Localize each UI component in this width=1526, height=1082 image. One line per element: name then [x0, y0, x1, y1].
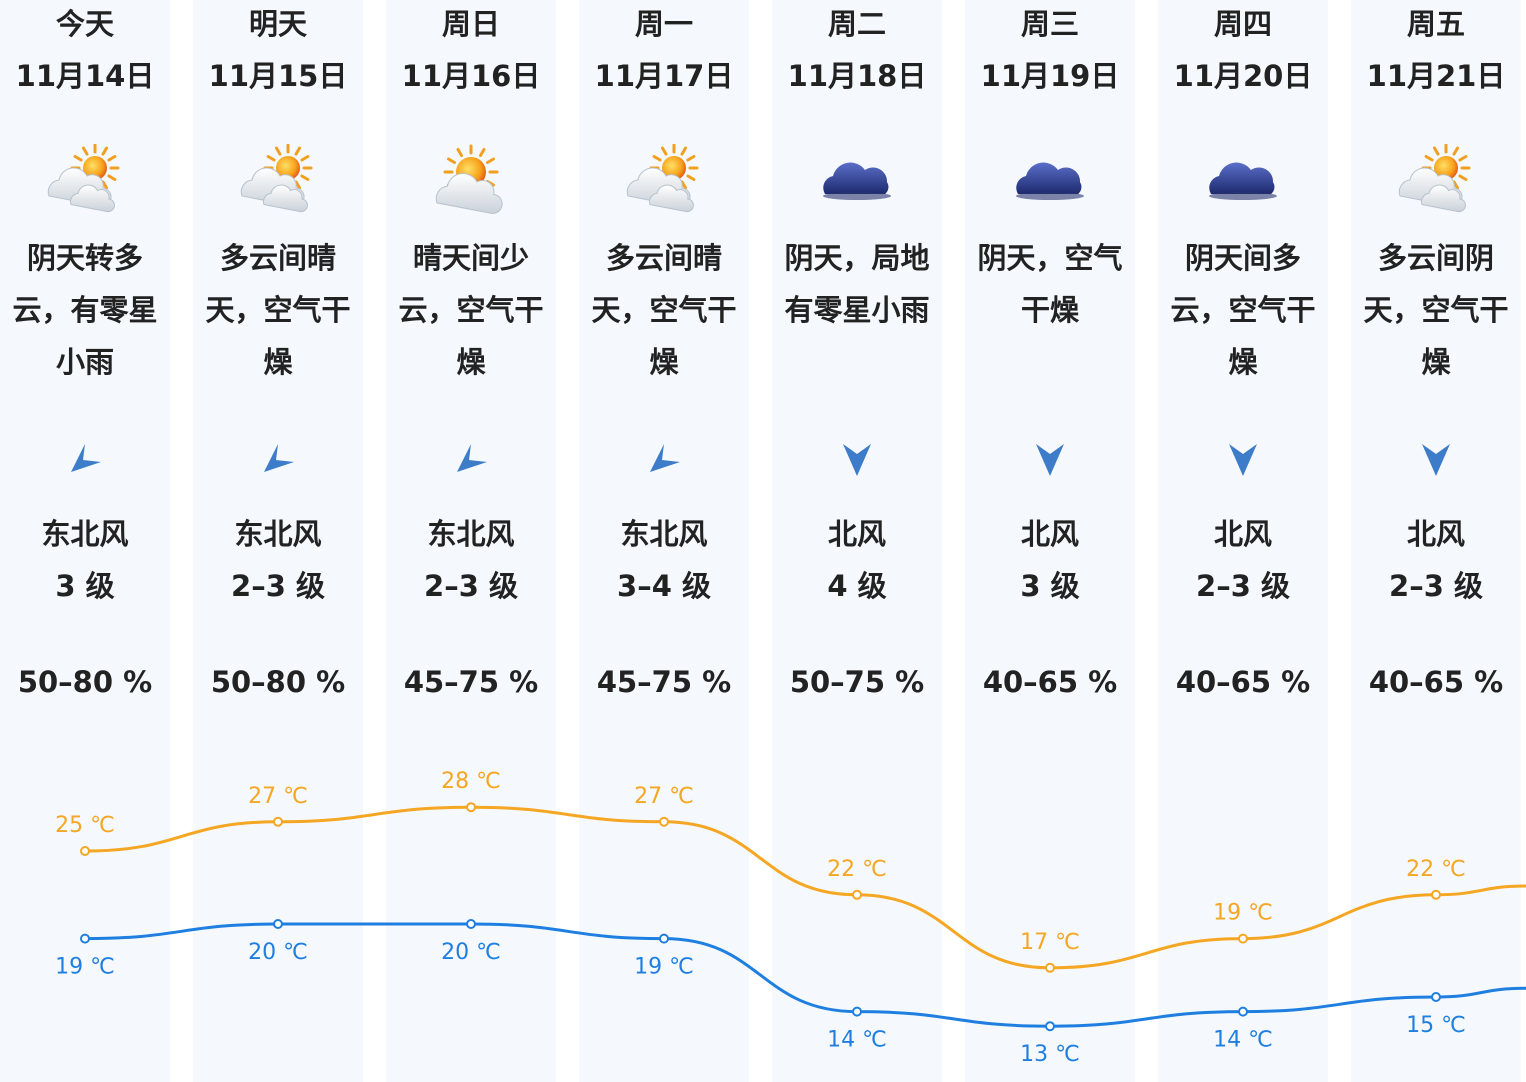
- day-name: 周三: [1020, 7, 1079, 41]
- cloudy-sun-icon: [622, 143, 706, 218]
- wind-direction: 东北风: [427, 517, 515, 551]
- day-date: 11月21日: [1366, 59, 1506, 93]
- humidity: 40–65 %: [1368, 665, 1504, 699]
- north-wind-arrow-icon: [831, 432, 883, 484]
- wind-direction: 北风: [1213, 517, 1272, 551]
- weather-description: 多云间晴天，空气干燥: [205, 241, 351, 379]
- wind-direction: 北风: [827, 517, 886, 551]
- day-name: 周一: [634, 7, 693, 41]
- day-date: 11月19日: [980, 59, 1120, 93]
- sunny-cloud-icon: [429, 144, 513, 218]
- wind-level: 4 级: [827, 569, 887, 603]
- day-name: 周日: [441, 7, 500, 41]
- day-column: 明天 11月15日 多云间晴天，空气干燥 东北风 2–3 级 50–80 %: [193, 0, 363, 1082]
- humidity: 45–75 %: [596, 665, 732, 699]
- north-wind-arrow-icon: [1024, 432, 1076, 484]
- day-date: 11月15日: [208, 59, 348, 93]
- northeast-wind-arrow-icon: [252, 432, 304, 484]
- wind-direction: 北风: [1406, 517, 1465, 551]
- north-wind-arrow-icon: [1217, 432, 1269, 484]
- day-date: 11月16日: [401, 59, 541, 93]
- day-column: 今天 11月14日 阴天转多云，有零星小雨 东北风 3 级 50–80 %: [0, 0, 170, 1082]
- day-date: 11月14日: [15, 59, 155, 93]
- north-wind-arrow-icon: [1410, 432, 1462, 484]
- day-name: 周二: [827, 7, 886, 41]
- wind-level: 3–4 级: [617, 569, 711, 603]
- wind-level: 2–3 级: [424, 569, 518, 603]
- wind-level: 2–3 级: [1389, 569, 1483, 603]
- day-column: 周四 11月20日 阴天间多云，空气干燥 北风 2–3 级 40–65 %: [1158, 0, 1328, 1082]
- day-date: 11月18日: [787, 59, 927, 93]
- northeast-wind-arrow-icon: [59, 432, 111, 484]
- wind-level: 3 级: [55, 569, 115, 603]
- overcast-cloud-icon: [1201, 144, 1285, 218]
- wind-level: 3 级: [1020, 569, 1080, 603]
- day-name: 周四: [1213, 7, 1272, 41]
- day-name: 今天: [55, 7, 114, 41]
- wind-direction: 东北风: [620, 517, 708, 551]
- day-column: 周二 11月18日 阴天，局地有零星小雨 北风 4 级 50–75 %: [772, 0, 942, 1082]
- wind-level: 2–3 级: [1196, 569, 1290, 603]
- cloudy-sun-icon: [236, 143, 320, 218]
- humidity: 50–80 %: [17, 665, 153, 699]
- wind-direction: 北风: [1020, 517, 1079, 551]
- overcast-cloud-icon: [1008, 144, 1092, 218]
- day-column: 周五 11月21日 多云间阴天，空气干燥 北风 2–3 级 40–65 %: [1351, 0, 1521, 1082]
- wind-level: 2–3 级: [231, 569, 325, 603]
- humidity: 40–65 %: [1175, 665, 1311, 699]
- cloudy-sun-icon: [43, 143, 127, 218]
- wind-direction: 东北风: [234, 517, 322, 551]
- weather-description: 阴天转多云，有零星小雨: [12, 241, 158, 379]
- weather-description: 阴天，局地有零星小雨: [784, 241, 930, 327]
- day-date: 11月17日: [594, 59, 734, 93]
- overcast-cloud-icon: [815, 144, 899, 218]
- weather-description: 晴天间少云，空气干燥: [398, 241, 544, 379]
- northeast-wind-arrow-icon: [638, 432, 690, 484]
- weather-description: 阴天，空气干燥: [977, 241, 1123, 327]
- weather-description: 多云间阴天，空气干燥: [1363, 241, 1509, 379]
- cloudy-sun-icon: [1394, 143, 1478, 218]
- wind-direction: 东北风: [41, 517, 129, 551]
- northeast-wind-arrow-icon: [445, 432, 497, 484]
- day-column: 周日 11月16日 晴天间少云，空气干燥 东北风 2–3 级 45–75 %: [386, 0, 556, 1082]
- day-column: 周一 11月17日 多云间晴天，空气干燥 东北风 3–4 级 45–75 %: [579, 0, 749, 1082]
- day-name: 周五: [1406, 7, 1465, 41]
- humidity: 45–75 %: [403, 665, 539, 699]
- day-name: 明天: [248, 7, 307, 41]
- humidity: 50–75 %: [789, 665, 925, 699]
- day-column: 周三 11月19日 阴天，空气干燥 北风 3 级 40–65 %: [965, 0, 1135, 1082]
- weather-description: 阴天间多云，空气干燥: [1170, 241, 1316, 379]
- humidity: 50–80 %: [210, 665, 346, 699]
- day-date: 11月20日: [1173, 59, 1313, 93]
- weather-description: 多云间晴天，空气干燥: [591, 241, 737, 379]
- humidity: 40–65 %: [982, 665, 1118, 699]
